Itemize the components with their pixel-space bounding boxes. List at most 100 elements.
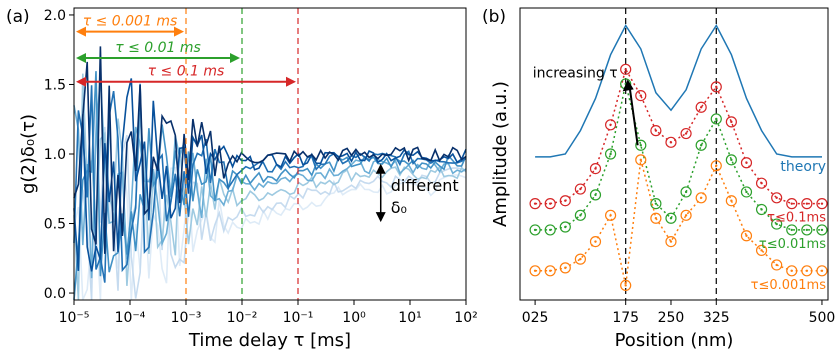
data-point [604,119,617,131]
data-point-center [639,144,642,147]
x-tick-label: 10⁻³ [171,310,202,326]
data-point-center [594,167,597,170]
data-point-center [699,196,703,199]
panel-b-x-axis-label: Position (nm) [615,330,734,351]
x-tick-label: 500 [809,310,836,326]
data-point-center [820,202,824,205]
data-point [695,101,707,113]
data-point [604,209,617,221]
arrowhead-down-icon [375,212,386,223]
data-point [801,265,813,277]
data-point-center [745,190,748,194]
data-point-center [805,228,809,232]
data-point [695,192,707,204]
arrowhead-right-icon [230,53,240,64]
data-point [529,224,541,236]
data-point [589,189,602,201]
data-point [604,148,617,160]
data-point [574,183,586,195]
data-point [589,236,602,248]
data-point [574,253,586,265]
data-point [710,113,722,125]
data-point [650,212,662,224]
data-point-center [669,240,673,243]
data-point [771,218,783,230]
data-point [786,224,798,236]
g2-curve [73,136,467,301]
data-point-center [533,269,537,272]
panel-a-frame [73,7,467,301]
x-tick-label: 10⁻⁵ [59,310,90,326]
series-line [535,159,822,286]
data-point-center [760,208,763,211]
data-point-center [669,141,673,144]
range-label: τ ≤ 0.001 ms [83,14,178,30]
data-point-center [654,129,658,132]
data-point [559,221,571,233]
x-tick-label: 10⁻² [227,310,258,326]
data-point-center [790,269,793,272]
data-point-center [699,144,703,147]
arrowhead-right-icon [174,26,184,37]
panel-a-label: (a) [6,7,30,27]
x-tick-label: 10⁰ [342,310,366,326]
data-point-center [684,214,688,217]
theory-line [535,24,822,158]
data-point [771,192,783,204]
data-point-center [790,202,793,205]
data-point-center [548,202,552,205]
data-point [529,265,541,277]
panel-a-plot-lines [73,46,467,301]
data-point-center [715,85,718,89]
data-point-center [624,68,627,71]
arrowhead-right-icon [286,76,296,87]
data-point-center [579,257,582,261]
data-point-center [730,158,733,162]
data-point-center [745,234,748,237]
data-point [665,236,677,248]
data-point [559,262,571,274]
data-point [710,160,722,172]
panel-b-annotation: increasing τ [533,65,639,146]
data-point [816,265,828,277]
data-point [695,139,707,151]
panel-b-frame [519,7,829,301]
panel-b-y-axis-label-group: Amplitude (a.u.) [490,81,511,227]
x-tick-label: 10⁻⁴ [115,310,146,326]
data-point-center [745,161,748,164]
theory-label: theory [780,159,826,175]
data-point [680,186,692,198]
data-point [816,224,828,236]
data-point-center [594,240,597,243]
panel-b-label: (b) [482,7,506,27]
data-point-center [790,228,793,232]
g2-curve [73,76,467,279]
data-point-center [730,199,733,202]
data-point-center [775,196,778,199]
x-tick-label: 175 [612,310,639,326]
panel-a-x-ticks: 10⁻⁵ 10⁻⁴ 10⁻³ 10⁻² 10⁻¹ 10⁰ 10¹ 10² [59,300,478,326]
arrowhead-icon [622,79,634,92]
data-point [771,259,783,271]
data-point-center [639,94,642,97]
data-point [755,177,768,189]
arrowhead-up-icon [375,163,386,174]
data-point-center [654,202,658,205]
data-point-center [579,214,582,217]
data-point [544,265,556,277]
data-point-center [805,269,809,272]
series-line [535,83,822,231]
g2-curve [73,46,467,254]
arrow-icon [628,87,639,146]
y-tick-label: 0.0 [44,286,66,302]
data-point-center [639,158,642,162]
data-point [544,198,556,210]
data-point-center [624,284,627,287]
data-point [589,163,602,175]
x-tick-label: 10¹ [398,310,421,326]
series-line [535,67,822,205]
data-point [650,198,662,210]
data-point-center [594,193,597,197]
data-point-center [564,225,567,229]
